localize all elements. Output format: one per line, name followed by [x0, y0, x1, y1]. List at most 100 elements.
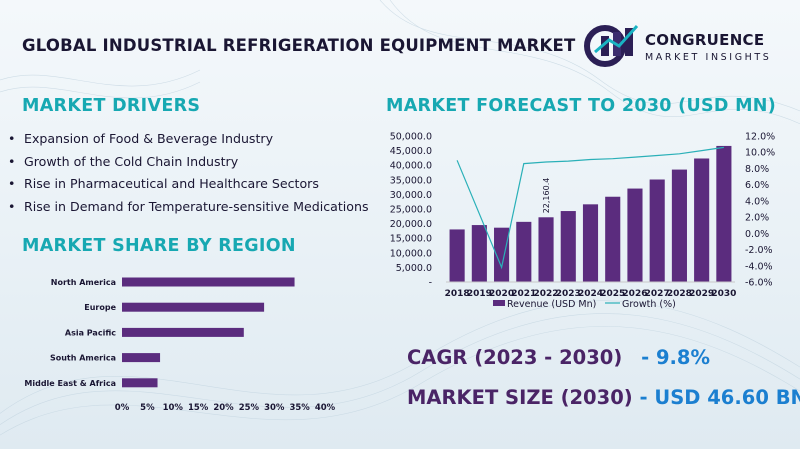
y2-tick-label: 4.0% [745, 196, 769, 207]
region-label: Europe [84, 303, 116, 312]
y-tick-label: - [429, 278, 432, 289]
region-label: Asia Pacific [65, 328, 116, 337]
y-tick-label: 5,000.0 [396, 263, 432, 274]
x-tick-label: 2019 [467, 289, 492, 299]
cagr-label: CAGR (2023 - 2030) [407, 346, 623, 369]
bullet-icon: • [8, 176, 16, 191]
drivers-heading: MARKET DRIVERS [22, 96, 201, 116]
data-label: 22,160.4 [542, 178, 551, 214]
x-tick-label: 2021 [511, 289, 536, 299]
revenue-bar [516, 221, 532, 282]
driver-text: Expansion of Food & Beverage Industry [24, 131, 274, 146]
bullet-icon: • [8, 198, 16, 214]
driver-item: • Expansion of Food & Beverage Industry [8, 128, 369, 151]
region-bar [122, 302, 265, 312]
market-size-label: MARKET SIZE (2030) [407, 386, 633, 409]
revenue-bar [471, 225, 487, 282]
cagr-value: - 9.8% [641, 346, 711, 369]
growth-line [456, 146, 724, 270]
x-tick-label: 2022 [534, 289, 559, 299]
revenue-bar [671, 169, 687, 282]
x-tick-label: 2029 [689, 289, 714, 299]
logo-icon [584, 24, 639, 67]
x-tick-label: 2020 [489, 289, 514, 299]
legend-label-revenue: Revenue (USD Mn) [507, 299, 596, 310]
driver-text: Rise in Demand for Temperature-sensitive… [24, 198, 369, 214]
region-bar [122, 277, 295, 287]
y-tick-label: 40,000.0 [390, 161, 432, 172]
y2-tick-label: 2.0% [745, 213, 769, 224]
x-tick-label: 35% [289, 403, 310, 413]
region-label: Middle East & Africa [24, 379, 116, 388]
x-tick-label: 2028 [667, 289, 692, 299]
x-tick-label: 30% [264, 403, 285, 413]
logo-subtitle: MARKET INSIGHTS [645, 52, 772, 63]
revenue-bar [494, 227, 510, 282]
region-heading: MARKET SHARE BY REGION [22, 236, 296, 256]
revenue-bar [560, 211, 576, 282]
x-tick-label: 2018 [445, 289, 470, 299]
x-tick-label: 2023 [556, 289, 581, 299]
revenue-bar [627, 188, 643, 282]
driver-text: Rise in Pharmaceutical and Healthcare Se… [24, 176, 319, 191]
page-title: GLOBAL INDUSTRIAL REFRIGERATION EQUIPMEN… [22, 36, 576, 55]
logo-name: CONGRUENCE [645, 31, 765, 49]
market-size-stat: MARKET SIZE (2030) - USD 46.60 BN [407, 386, 800, 409]
x-tick-label: 5% [140, 403, 155, 413]
y-tick-label: 30,000.0 [390, 190, 432, 201]
revenue-bar [716, 145, 732, 282]
x-tick-label: 2024 [578, 289, 603, 299]
x-tick-label: 15% [188, 403, 209, 413]
revenue-bar [605, 196, 621, 282]
y-tick-label: 10,000.0 [390, 248, 432, 259]
y2-tick-label: -2.0% [745, 245, 773, 256]
x-tick-label: 10% [163, 403, 184, 413]
y2-tick-label: -6.0% [745, 278, 773, 289]
revenue-bar [449, 229, 465, 282]
revenue-bar [582, 204, 599, 282]
cagr-stat: CAGR (2023 - 2030) - 9.8% [407, 346, 710, 369]
legend-label-growth: Growth (%) [622, 299, 676, 310]
y-tick-label: 50,000.0 [390, 132, 432, 143]
legend-swatch-revenue [493, 300, 505, 306]
forecast-heading: MARKET FORECAST TO 2030 (USD MN) [386, 96, 777, 116]
bullet-icon: • [8, 131, 16, 146]
x-tick-label: 2026 [622, 289, 647, 299]
drivers-list: • Expansion of Food & Beverage Industry • G… [8, 128, 369, 218]
x-tick-label: 20% [213, 403, 234, 413]
driver-item: • Growth of the Cold Chain Industry [8, 151, 369, 174]
region-label: North America [51, 278, 116, 287]
y2-tick-label: -4.0% [745, 261, 773, 272]
x-tick-label: 25% [239, 403, 260, 413]
x-tick-label: 0% [115, 403, 130, 413]
y-tick-label: 45,000.0 [390, 146, 432, 157]
revenue-bar [538, 217, 554, 282]
y-tick-label: 25,000.0 [390, 205, 432, 216]
y2-tick-label: 0.0% [745, 229, 769, 240]
revenue-bar [649, 179, 665, 282]
brand-logo: CONGRUENCE MARKET INSIGHTS [583, 22, 783, 70]
market-size-value: - USD 46.60 BN [639, 386, 800, 409]
x-tick-label: 40% [315, 403, 336, 413]
y2-tick-label: 6.0% [745, 180, 769, 191]
driver-text: Growth of the Cold Chain Industry [24, 153, 239, 169]
region-label: South America [50, 354, 116, 363]
y2-tick-label: 10.0% [745, 148, 775, 159]
y-tick-label: 20,000.0 [390, 219, 432, 230]
region-bar [122, 327, 244, 337]
y2-tick-label: 12.0% [745, 132, 775, 143]
y-tick-label: 35,000.0 [390, 175, 432, 186]
x-tick-label: 2025 [600, 289, 625, 299]
driver-item: • Rise in Pharmaceutical and Healthcare S… [8, 173, 369, 196]
y2-tick-label: 8.0% [745, 164, 769, 175]
driver-item: • Rise in Demand for Temperature-sensitiv… [8, 196, 369, 219]
region-bar [122, 353, 161, 363]
x-tick-label: 2027 [645, 289, 670, 299]
y-tick-label: 15,000.0 [390, 234, 432, 245]
bullet-icon: • [8, 153, 16, 169]
region-bar [122, 378, 158, 388]
x-tick-label: 2030 [711, 289, 736, 299]
